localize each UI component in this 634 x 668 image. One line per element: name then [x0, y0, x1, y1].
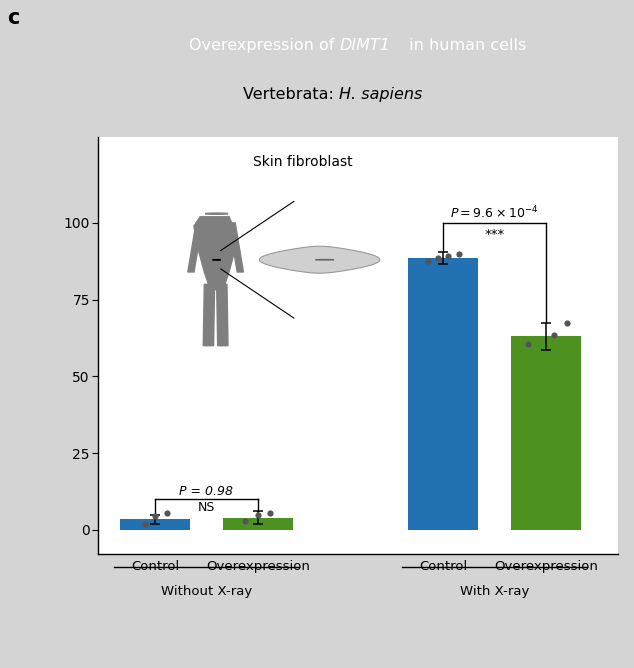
Text: NS: NS	[198, 501, 215, 514]
Bar	[223, 518, 293, 530]
Polygon shape	[188, 223, 202, 272]
Bar	[408, 259, 478, 530]
Text: ***: ***	[484, 228, 505, 240]
Text: P = 0.98: P = 0.98	[179, 485, 233, 498]
Text: DIMT1: DIMT1	[339, 38, 390, 53]
Point	[443, 250, 453, 261]
Point	[253, 509, 263, 520]
Text: Vertebrata:: Vertebrata:	[243, 87, 339, 102]
Text: $P = 9.6 \times 10^{-4}$: $P = 9.6 \times 10^{-4}$	[450, 205, 539, 222]
Point	[562, 317, 572, 328]
Text: Skin fibroblast: Skin fibroblast	[253, 156, 353, 170]
Text: Overexpression of: Overexpression of	[189, 38, 339, 53]
Text: With X-ray: With X-ray	[460, 585, 529, 598]
Point	[162, 508, 172, 518]
Point	[240, 515, 250, 526]
Polygon shape	[194, 216, 237, 291]
Bar	[120, 519, 190, 530]
Point	[549, 329, 559, 340]
Point	[433, 253, 443, 264]
Point	[150, 511, 160, 522]
Bar	[511, 337, 581, 530]
Text: c: c	[8, 8, 20, 28]
Polygon shape	[229, 223, 243, 272]
Text: in human cells: in human cells	[404, 38, 526, 53]
Point	[265, 508, 275, 518]
Point	[453, 249, 463, 260]
Point	[139, 518, 150, 529]
Ellipse shape	[205, 213, 228, 214]
Polygon shape	[217, 285, 228, 345]
Point	[423, 256, 433, 267]
Polygon shape	[204, 285, 214, 345]
Point	[522, 339, 533, 349]
Text: H. sapiens: H. sapiens	[339, 87, 423, 102]
Polygon shape	[259, 246, 380, 273]
Text: Without X-ray: Without X-ray	[161, 585, 252, 598]
